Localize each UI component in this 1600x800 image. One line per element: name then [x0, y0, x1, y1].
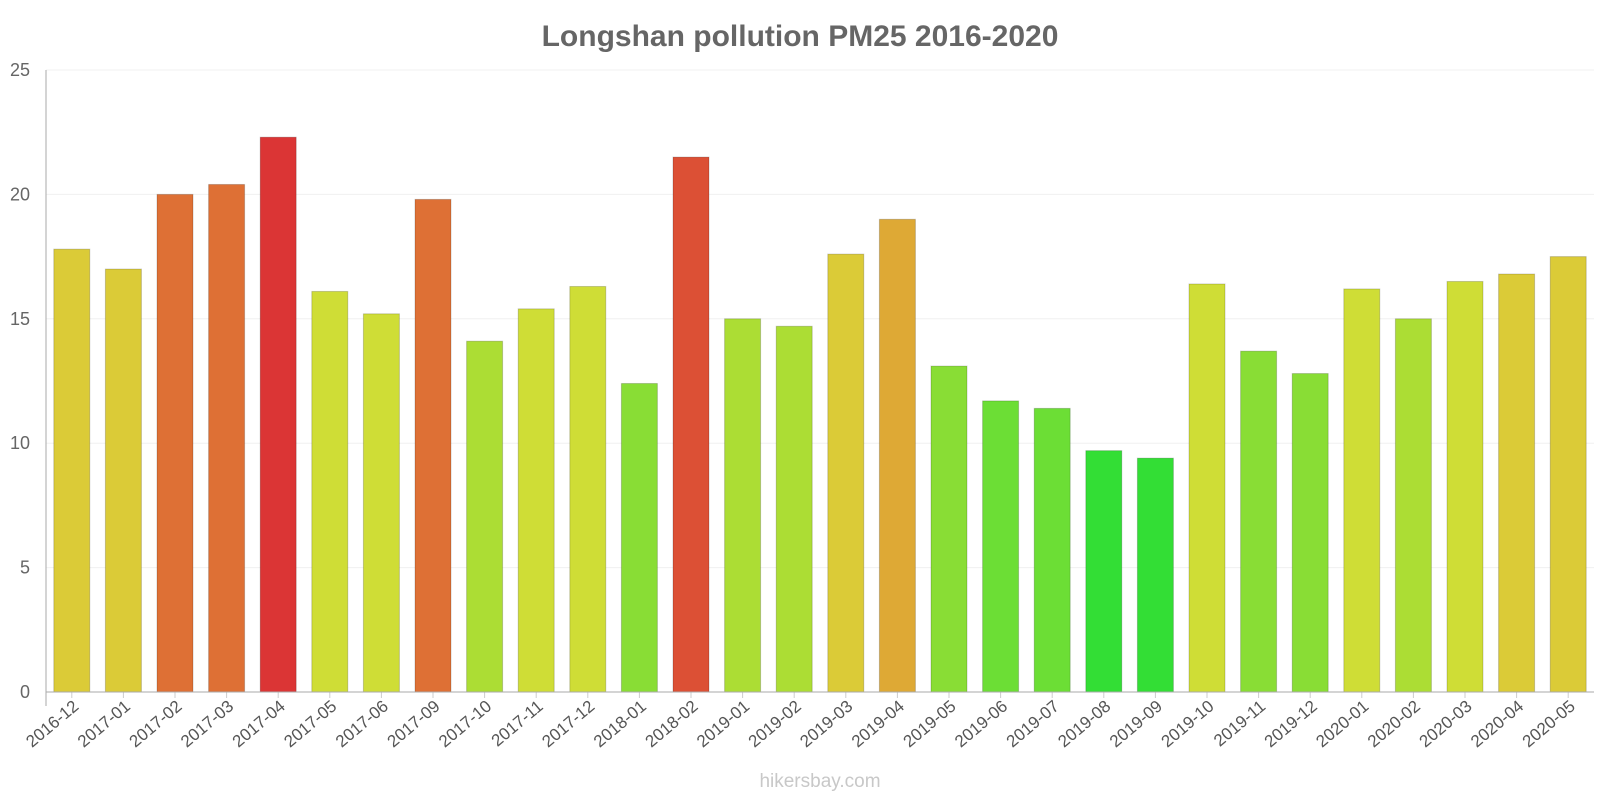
bar-2018-01[interactable]	[620, 382, 658, 693]
x-tick-label: 2017-10	[435, 697, 495, 752]
x-tick-label: 2019-04	[848, 697, 908, 752]
bar-2019-11[interactable]	[1240, 350, 1278, 693]
x-tick-label: 2020-02	[1364, 697, 1424, 752]
x-tick-label: 2017-09	[384, 697, 444, 752]
y-tick-label: 10	[10, 433, 30, 453]
bar-2019-03[interactable]	[827, 253, 865, 693]
x-tick-label: 2017-05	[280, 697, 340, 752]
bar-2017-12[interactable]	[569, 285, 607, 693]
x-tick-label: 2019-06	[951, 697, 1011, 752]
x-tick-label: 2019-05	[900, 697, 960, 752]
bar-2019-05[interactable]	[930, 365, 968, 693]
bar-2019-01[interactable]	[724, 318, 762, 693]
bar-2020-04[interactable]	[1498, 273, 1536, 693]
x-tick-label: 2018-01	[590, 697, 650, 752]
y-tick-label: 0	[20, 682, 30, 702]
bar-2017-11[interactable]	[517, 308, 555, 693]
y-tick-label: 5	[20, 558, 30, 578]
x-tick-label: 2017-12	[538, 697, 598, 752]
bar-2017-09[interactable]	[414, 198, 452, 693]
x-tick-label: 2020-03	[1416, 697, 1476, 752]
bar-2019-10[interactable]	[1188, 283, 1226, 693]
bar-2017-01[interactable]	[104, 268, 142, 693]
bar-2017-10[interactable]	[466, 340, 504, 693]
bar-2019-02[interactable]	[775, 325, 813, 693]
x-tick-label: 2019-01	[693, 697, 753, 752]
source-credit[interactable]: hikersbay.com	[759, 771, 880, 792]
bar-2019-07[interactable]	[1033, 407, 1071, 693]
bar-2019-06[interactable]	[982, 400, 1020, 693]
bar-2017-03[interactable]	[208, 183, 246, 693]
bar-2020-03[interactable]	[1446, 280, 1484, 693]
y-tick-label: 20	[10, 184, 30, 204]
bar-2020-02[interactable]	[1394, 318, 1432, 693]
x-tick-label: 2016-12	[22, 697, 82, 752]
x-tick-label: 2019-11	[1210, 697, 1269, 751]
x-axis-ticks: 2016-122017-012017-022017-032017-042017-…	[22, 692, 1579, 752]
bars	[53, 136, 1587, 693]
bar-2017-05[interactable]	[311, 290, 349, 693]
bar-2016-12[interactable]	[53, 248, 91, 693]
x-tick-label: 2017-02	[126, 697, 186, 752]
y-tick-label: 25	[10, 60, 30, 80]
x-tick-label: 2019-12	[1261, 697, 1321, 752]
gridlines	[46, 69, 1594, 569]
bar-2019-08[interactable]	[1085, 450, 1123, 693]
bar-2019-04[interactable]	[878, 218, 916, 693]
bar-2018-02[interactable]	[672, 156, 710, 693]
bar-2017-02[interactable]	[156, 193, 194, 693]
bar-2019-12[interactable]	[1291, 373, 1329, 693]
x-tick-label: 2019-08	[1054, 697, 1114, 752]
bar-2019-09[interactable]	[1136, 457, 1174, 693]
x-tick-label: 2017-03	[177, 697, 237, 752]
x-tick-label: 2017-04	[229, 697, 289, 752]
chart-title: Longshan pollution PM25 2016-2020	[542, 20, 1059, 53]
x-tick-label: 2019-09	[1106, 697, 1166, 752]
x-tick-label: 2020-01	[1312, 697, 1372, 752]
y-tick-label: 15	[10, 309, 30, 329]
bar-2017-04[interactable]	[259, 136, 297, 693]
x-tick-label: 2017-01	[74, 697, 134, 752]
x-tick-label: 2020-05	[1519, 697, 1579, 752]
x-tick-label: 2017-06	[332, 697, 392, 752]
bar-2020-05[interactable]	[1549, 256, 1587, 693]
x-tick-label: 2019-03	[796, 697, 856, 752]
y-axis-ticks: 0 5 10 15 20 25	[10, 60, 30, 702]
x-tick-label: 2019-10	[1158, 697, 1218, 752]
x-tick-label: 2020-04	[1467, 697, 1527, 752]
x-tick-label: 2019-02	[745, 697, 805, 752]
x-tick-label: 2017-11	[488, 697, 547, 751]
x-tick-label: 2018-02	[642, 697, 702, 752]
bar-2020-01[interactable]	[1343, 288, 1381, 693]
x-tick-label: 2019-07	[1003, 697, 1063, 752]
bar-2017-06[interactable]	[362, 313, 400, 693]
